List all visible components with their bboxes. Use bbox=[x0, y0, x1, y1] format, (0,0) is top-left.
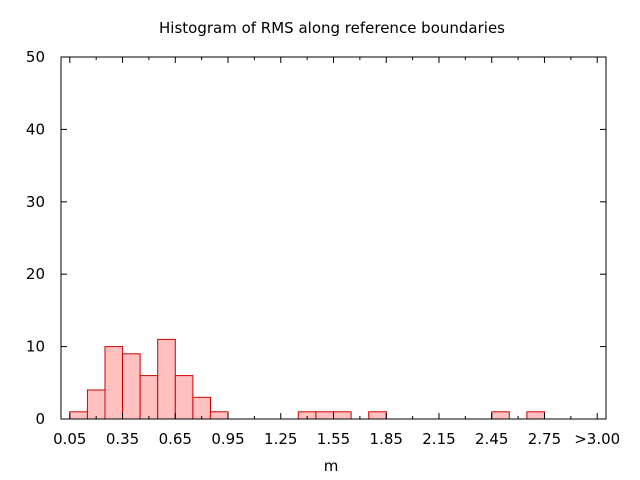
histogram-bar-13 bbox=[491, 411, 510, 420]
y-tick-label-0: 0 bbox=[35, 410, 45, 428]
bars-group bbox=[69, 338, 546, 420]
y-tick-label-20: 20 bbox=[26, 265, 45, 283]
y-tick-label-40: 40 bbox=[26, 120, 45, 138]
x-tick-label-3: 0.95 bbox=[211, 430, 244, 448]
histogram-bar-0 bbox=[69, 411, 88, 420]
x-tick-label-0: 0.05 bbox=[53, 430, 86, 448]
x-tick-label-5: 1.55 bbox=[317, 430, 350, 448]
x-tick-label-2: 0.65 bbox=[159, 430, 192, 448]
histogram-bar-6 bbox=[174, 375, 194, 420]
histogram-bar-8 bbox=[209, 411, 229, 420]
x-tick-label-4: 1.25 bbox=[264, 430, 297, 448]
y-tick-label-10: 10 bbox=[26, 338, 45, 356]
x-tick-label-6: 1.85 bbox=[370, 430, 403, 448]
x-tick-label-7: 2.15 bbox=[422, 430, 455, 448]
plot-frame bbox=[60, 56, 607, 420]
x-axis-label: m bbox=[324, 457, 339, 475]
histogram-bar-10 bbox=[315, 411, 334, 420]
y-tick-label-30: 30 bbox=[26, 193, 45, 211]
histogram-bar-2 bbox=[104, 346, 124, 420]
x-tick-label-10: >3.00 bbox=[574, 430, 620, 448]
histogram-bar-11 bbox=[333, 411, 352, 420]
x-tick-label-1: 0.35 bbox=[106, 430, 139, 448]
histogram-bar-4 bbox=[139, 375, 159, 420]
ticks-group: 0 10 20 30 40 50 0.05 0.35 0.65 0.95 1.25 1.55 1.85 2… bbox=[26, 48, 620, 448]
x-tick-label-8: 2.45 bbox=[475, 430, 508, 448]
chart-title: Histogram of RMS along reference boundar… bbox=[159, 19, 505, 37]
histogram-bar-14 bbox=[526, 411, 546, 420]
histogram-bar-1 bbox=[86, 389, 106, 420]
histogram-bar-7 bbox=[192, 396, 211, 420]
x-tick-label-9: 2.75 bbox=[528, 430, 561, 448]
histogram-bar-3 bbox=[122, 353, 141, 420]
histogram-bar-12 bbox=[368, 411, 387, 420]
histogram-bar-5 bbox=[157, 338, 176, 420]
y-tick-label-50: 50 bbox=[26, 48, 45, 66]
